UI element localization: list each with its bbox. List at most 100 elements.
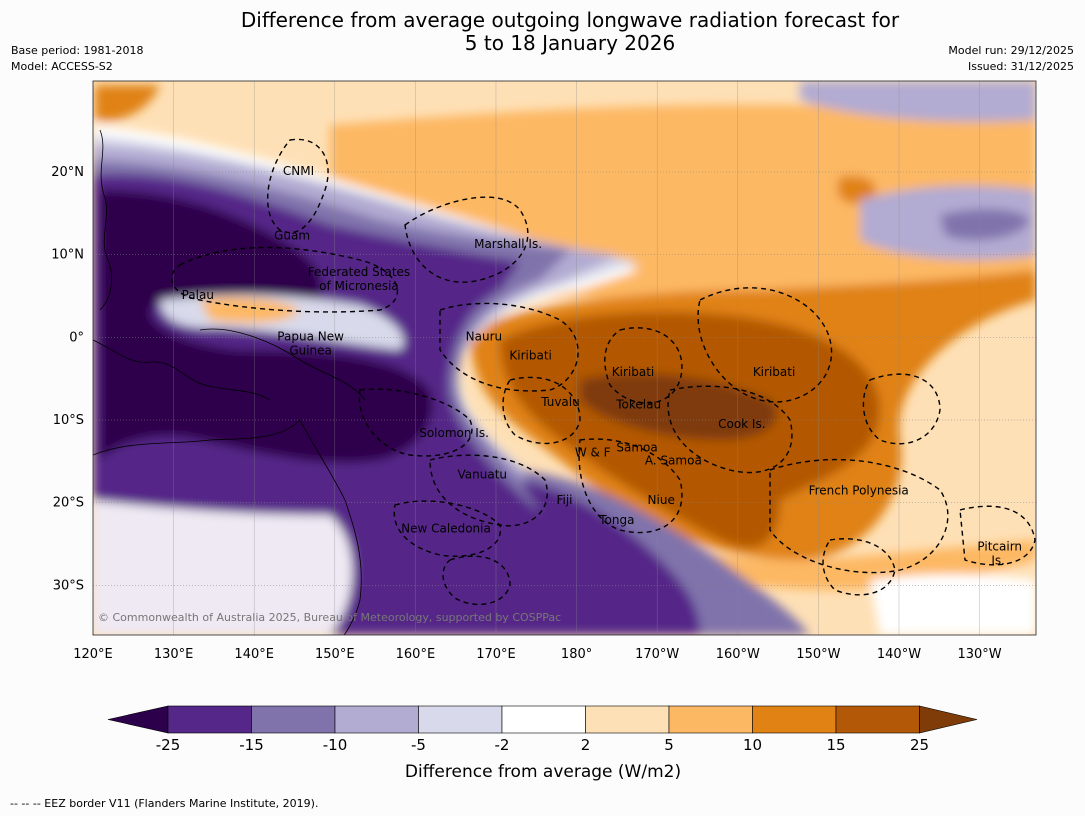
lon-tick-label: 160°E	[396, 647, 436, 662]
eez-legend-note: -- -- -- EEZ border V11 (Flanders Marine…	[10, 797, 319, 810]
field-east-white	[870, 574, 1036, 635]
eez-kiribati-central	[604, 327, 683, 404]
lon-tick-label: 120°E	[73, 647, 113, 662]
coastlines	[93, 129, 366, 635]
region-label: W & F	[575, 445, 611, 459]
coast-australia	[93, 419, 362, 635]
field-south-deep	[520, 480, 700, 635]
issued-date: Issued: 31/12/2025	[967, 60, 1074, 73]
eez-nauru-kiribati	[439, 302, 579, 392]
colorbar-segment	[668, 705, 753, 734]
eez-samoa-tonga	[578, 438, 683, 534]
axis-labels: 120°E 130°E 140°E 150°E 160°E 170°E 180° 170°W 1…	[51, 165, 1002, 662]
region-label: Marshall Is.	[474, 237, 542, 251]
colorbar-tick-label: 2	[580, 736, 591, 754]
region-label: Guam	[274, 229, 310, 243]
lat-tick-label: 10°N	[51, 248, 84, 263]
lon-tick-label: 140°E	[234, 647, 274, 662]
model-name: Model: ACCESS-S2	[11, 60, 113, 73]
lon-tick-label: 180°	[561, 647, 592, 662]
eez-kermadec	[442, 555, 511, 606]
lon-tick-label: 170°E	[476, 647, 516, 662]
region-label: CNMI	[283, 164, 314, 178]
colorbar-segment	[334, 705, 419, 734]
region-label: Kiribati	[612, 365, 654, 379]
meridians	[93, 81, 980, 635]
lon-tick-label: 160°W	[716, 647, 760, 662]
region-label: of Micronesia	[319, 279, 399, 293]
eez-borders	[171, 138, 1036, 606]
colorbar-segment	[585, 705, 670, 734]
eez-french-polynesia	[769, 458, 949, 574]
map-frame	[92, 80, 1037, 636]
eez-kiribati-east	[697, 287, 833, 403]
region-label: Niue	[648, 493, 675, 507]
eez-fp-east	[862, 373, 941, 445]
colorbar-tick-label: 25	[909, 736, 930, 754]
copyright-notice: © Commonwealth of Australia 2025, Bureau…	[98, 611, 561, 624]
region-label: Nauru	[466, 330, 502, 344]
region-label: Tokelau	[615, 397, 661, 411]
colorbar-tick-label: -2	[494, 736, 510, 754]
region-label: Samoa	[616, 440, 657, 454]
region-label: Tonga	[598, 513, 634, 527]
field-pos-5-10	[330, 104, 1036, 590]
lon-tick-label: 130°W	[957, 647, 1001, 662]
region-label: Is.	[991, 554, 1005, 568]
eez-pitcairn	[959, 505, 1036, 566]
lon-tick-label: 140°W	[877, 647, 921, 662]
region-label: Federated States	[308, 265, 410, 279]
eez-east-circle	[822, 538, 896, 596]
region-label: Cook Is.	[718, 417, 765, 431]
colorbar-segment	[251, 705, 336, 734]
region-label: Tuvalu	[540, 395, 580, 409]
region-label: New Caledonia	[401, 521, 491, 535]
field-pos-10-15-b	[95, 85, 160, 121]
region-label: Pitcairn	[977, 540, 1022, 554]
eez-new-caledonia	[393, 500, 502, 557]
coast-borneo-indonesia	[93, 339, 271, 401]
colorbar-tick-label: 15	[826, 736, 846, 754]
region-label: Kiribati	[509, 349, 551, 363]
colorbar-extend-low	[107, 705, 169, 734]
field-pos-10-15-c	[838, 175, 876, 205]
colorbar-tick-label: 10	[742, 736, 763, 754]
colorbar-tick-label: -5	[411, 736, 426, 754]
coast-new-guinea	[199, 328, 366, 401]
region-label: Palau	[182, 288, 214, 302]
region-label: Kiribati	[753, 365, 795, 379]
lon-tick-label: 150°E	[315, 647, 355, 662]
eez-fsm	[171, 246, 399, 313]
title-line-2: 5 to 18 January 2026	[464, 31, 676, 55]
colorbar-tick-label: 5	[664, 736, 674, 754]
colorbar-segment	[167, 705, 252, 734]
lon-tick-label: 130°E	[154, 647, 194, 662]
lon-tick-label: 150°W	[796, 647, 840, 662]
eez-cnmi	[267, 138, 329, 234]
region-label: A. Samoa	[645, 454, 702, 468]
field-pos-gt25	[580, 373, 777, 440]
colorbar	[107, 705, 978, 734]
eez-marshall	[404, 196, 529, 283]
region-label: French Polynesia	[809, 483, 909, 497]
region-label: Vanuatu	[458, 468, 508, 482]
field-top-purple	[800, 81, 1036, 122]
colorbar-tick-label: -15	[239, 736, 264, 754]
region-label: Guinea	[289, 344, 332, 358]
colorbar-segment	[418, 705, 503, 734]
field-ne-purple-inner	[940, 208, 1030, 240]
lat-tick-label: 0°	[69, 330, 84, 345]
region-label: Papua New	[277, 330, 344, 344]
colorbar-tick-label: -10	[322, 736, 348, 754]
coast-philippines	[99, 129, 113, 311]
gridlines	[93, 171, 1036, 586]
field-neg-lt25	[100, 190, 433, 463]
region-label: Solomon Is.	[419, 426, 489, 440]
lat-tick-label: 20°S	[53, 496, 84, 511]
base-period: Base period: 1981-2018	[11, 44, 144, 57]
colorbar-segment	[752, 705, 837, 734]
lat-tick-label: 20°N	[51, 165, 84, 180]
model-run: Model run: 29/12/2025	[948, 44, 1074, 57]
